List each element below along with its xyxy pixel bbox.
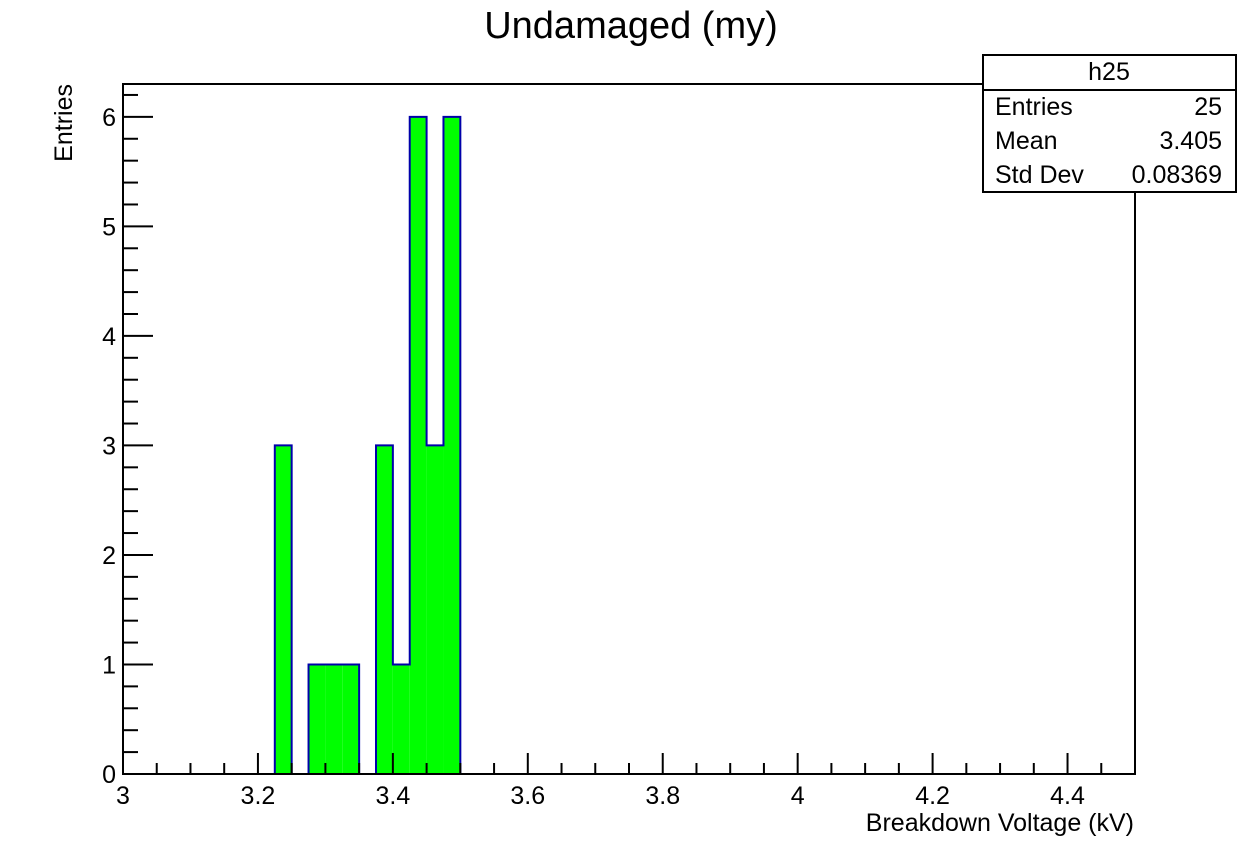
x-tick-label: 4 <box>791 782 805 810</box>
histogram-bar <box>426 445 444 774</box>
chart-title: Undamaged (my) <box>484 5 778 47</box>
x-tick-label: 3.8 <box>645 782 680 810</box>
plot-frame <box>122 83 1136 775</box>
y-tick-label: 6 <box>102 104 116 132</box>
y-tick-label: 5 <box>102 213 116 241</box>
x-tick-label: 3.2 <box>241 782 276 810</box>
y-tick-label: 3 <box>102 432 116 460</box>
x-tick-label: 4.2 <box>915 782 950 810</box>
y-tick-label: 1 <box>102 651 116 679</box>
x-axis-ticks: 3 3.2 3.4 3.6 3.8 4 4.2 4.4 <box>116 753 1136 810</box>
stats-entries-value: 25 <box>1194 93 1222 121</box>
x-tick-label: 3 <box>116 782 130 810</box>
stats-stddev-label: Std Dev <box>995 161 1084 189</box>
stats-mean-label: Mean <box>995 127 1058 155</box>
stats-box-frame <box>982 54 1237 193</box>
histogram-bar <box>443 116 461 775</box>
histogram-bar <box>392 664 410 774</box>
x-tick-label: 3.4 <box>375 782 410 810</box>
y-tick-label: 2 <box>102 542 116 570</box>
histogram-outline <box>273 115 462 774</box>
histogram-bars <box>273 115 462 775</box>
x-tick-label: 3.6 <box>510 782 545 810</box>
histogram-bar <box>274 445 292 774</box>
histogram-bar <box>409 116 427 775</box>
stats-box: h25 Entries 25 Mean 3.405 Std Dev 0.0836… <box>982 54 1237 193</box>
y-axis-label: Entries <box>50 84 78 162</box>
x-axis-label: Breakdown Voltage (kV) <box>866 809 1134 837</box>
histogram-bar <box>342 664 360 774</box>
histogram-bar <box>308 664 326 774</box>
stats-entries-label: Entries <box>995 93 1073 121</box>
y-tick-label: 4 <box>102 323 116 351</box>
histogram-bar <box>376 445 393 774</box>
stats-stddev-value: 0.08369 <box>1132 161 1222 189</box>
histogram-bar <box>325 664 343 774</box>
x-tick-label: 4.4 <box>1050 782 1085 810</box>
stats-mean-value: 3.405 <box>1159 127 1222 155</box>
y-axis-ticks: 0 1 2 3 4 5 6 <box>102 93 153 789</box>
stats-box-name: h25 <box>1088 58 1130 86</box>
y-tick-label: 0 <box>102 761 116 789</box>
